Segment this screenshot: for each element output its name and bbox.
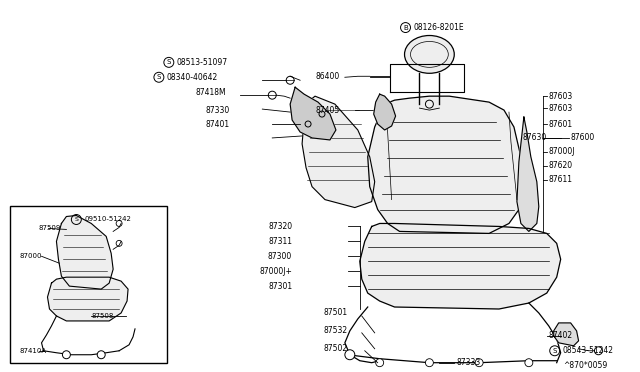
Text: 87405: 87405 [316,106,340,115]
Circle shape [97,351,105,359]
Polygon shape [290,87,336,140]
Text: 87000: 87000 [20,253,42,259]
Text: 87300: 87300 [268,252,292,261]
Text: 87630: 87630 [522,134,547,142]
Text: 08513-51097: 08513-51097 [177,58,228,67]
Polygon shape [374,94,396,130]
Text: 87603: 87603 [548,92,573,101]
Text: 87401: 87401 [205,119,230,128]
Circle shape [426,359,433,367]
Text: 87508: 87508 [92,313,114,319]
Polygon shape [47,277,128,321]
Polygon shape [302,96,374,208]
Text: 87330: 87330 [205,106,230,115]
Text: 87600: 87600 [571,134,595,142]
Text: 87402: 87402 [548,331,573,340]
Text: 87320: 87320 [268,222,292,231]
Text: 87418M: 87418M [196,88,227,97]
Circle shape [63,351,70,359]
Circle shape [525,359,533,367]
Text: ^870*0059: ^870*0059 [564,361,608,370]
Polygon shape [360,224,561,309]
Polygon shape [517,117,539,231]
Text: 87000J: 87000J [548,147,575,156]
Circle shape [345,350,355,360]
Text: S: S [157,74,161,80]
Text: 87601: 87601 [548,119,573,128]
Text: 09510-51242: 09510-51242 [84,217,131,222]
Text: S: S [74,217,78,222]
Text: 87311: 87311 [268,237,292,246]
Text: 87509: 87509 [38,225,61,231]
Text: 87501: 87501 [324,308,348,317]
Text: 87532: 87532 [324,326,348,336]
Text: S: S [552,348,557,354]
Text: 08543-51242: 08543-51242 [563,346,614,355]
Text: 87333: 87333 [456,358,481,367]
Text: S: S [166,60,171,65]
Text: 87611: 87611 [548,175,573,184]
Text: B: B [403,25,408,31]
Text: 86400: 86400 [316,72,340,81]
Ellipse shape [404,35,454,73]
Text: 87301: 87301 [268,282,292,291]
Text: 87603: 87603 [548,104,573,113]
Circle shape [475,359,483,367]
Text: 87410A: 87410A [20,348,47,354]
Circle shape [376,359,383,367]
Polygon shape [554,323,579,346]
Text: 87620: 87620 [548,161,573,170]
Text: 08126-8201E: 08126-8201E [413,23,464,32]
Polygon shape [368,96,524,233]
Bar [10,206,167,363]
Text: 87502: 87502 [324,344,348,353]
Text: 08340-40642: 08340-40642 [167,73,218,82]
Text: 87000J+: 87000J+ [259,267,292,276]
Polygon shape [56,215,113,289]
